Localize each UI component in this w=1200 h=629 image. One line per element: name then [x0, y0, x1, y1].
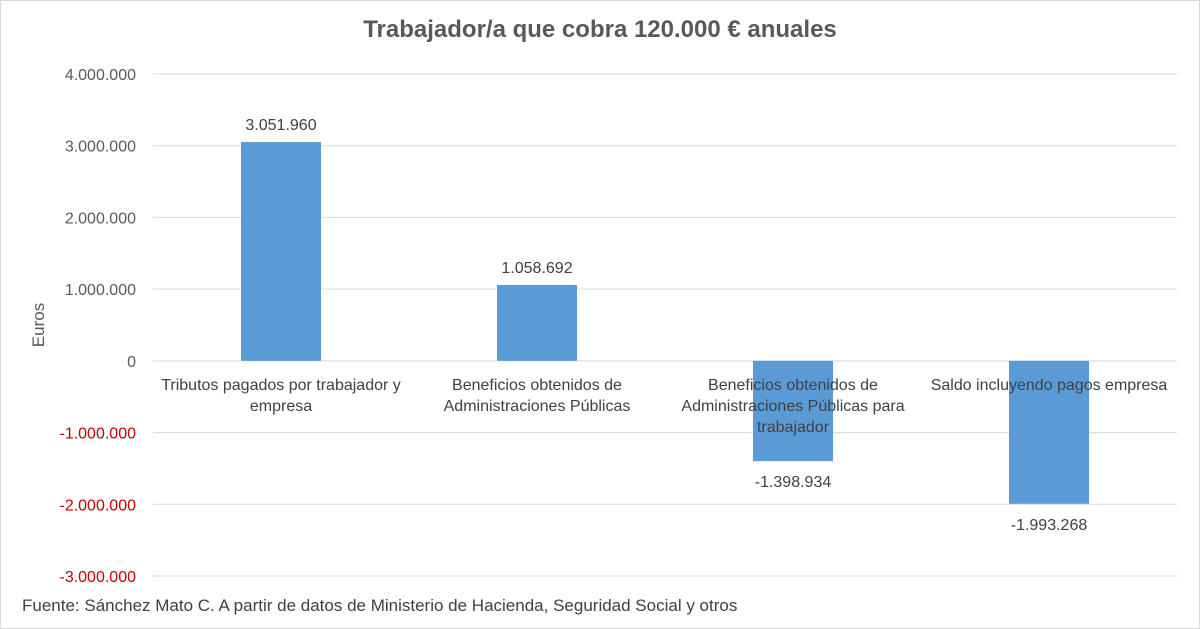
- x-tick-label: empresa: [250, 398, 312, 415]
- data-label: -1.398.934: [755, 474, 832, 491]
- y-tick-label: 3.000.000: [65, 139, 136, 156]
- chart-title: Trabajador/a que cobra 120.000 € anuales: [363, 16, 837, 43]
- x-tick-label: Administraciones Públicas: [444, 398, 631, 415]
- x-tick-label: Administraciones Públicas para: [681, 398, 904, 415]
- y-tick-label: 4.000.000: [65, 67, 136, 84]
- y-axis-title: Euros: [29, 303, 48, 347]
- y-tick-label: -1.000.000: [59, 426, 136, 443]
- data-label: -1.993.268: [1011, 517, 1088, 534]
- y-tick-label: 2.000.000: [65, 210, 136, 227]
- data-label: 3.051.960: [245, 117, 316, 134]
- y-tick-label: 0: [127, 354, 136, 371]
- x-tick-label: Tributos pagados por trabajador y: [161, 377, 401, 394]
- x-tick-label: trabajador: [757, 419, 830, 436]
- y-tick-label: -3.000.000: [59, 569, 136, 586]
- x-tick-label: Beneficios obtenidos de: [708, 377, 878, 394]
- bar: [241, 141, 321, 361]
- y-tick-label: -2.000.000: [59, 497, 136, 514]
- bar: [497, 284, 577, 361]
- bar: [753, 360, 833, 462]
- data-label: 1.058.692: [501, 260, 572, 277]
- bar: [1009, 360, 1089, 504]
- y-tick-label: 1.000.000: [65, 282, 136, 299]
- x-tick-label: Beneficios obtenidos de: [452, 377, 622, 394]
- x-tick-label: Saldo incluyendo pagos empresa: [931, 377, 1168, 394]
- source-note: Fuente: Sánchez Mato C. A partir de dato…: [22, 596, 738, 615]
